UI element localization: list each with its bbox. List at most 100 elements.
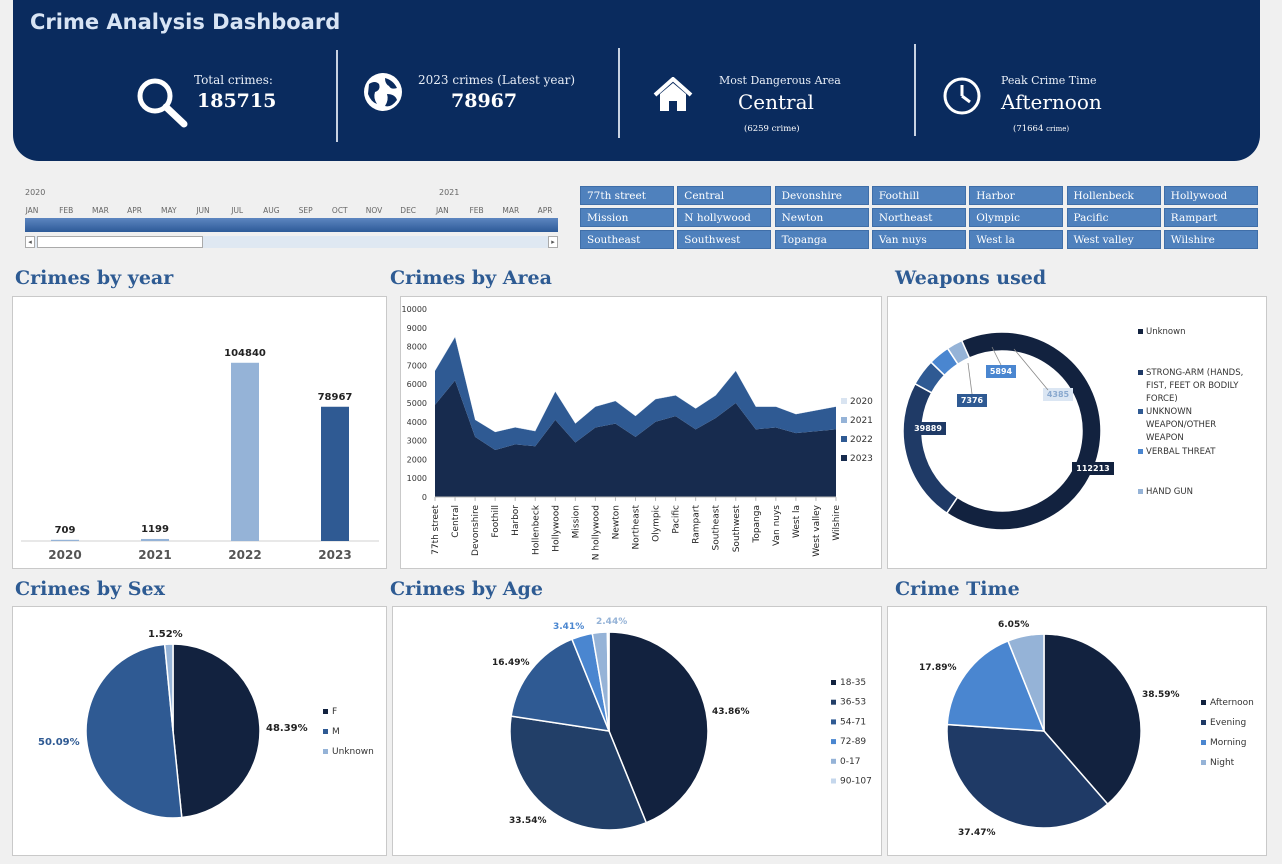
area-slicer-button[interactable]: Harbor	[969, 186, 1064, 205]
area-slicer: 77th street Central Devonshire Foothill Harb…	[580, 186, 1260, 254]
kpi-divider	[336, 50, 338, 142]
area-slicer-button[interactable]: Southeast	[580, 230, 674, 249]
x-tick-label: West valley	[812, 504, 822, 556]
data-label-box	[1043, 388, 1073, 401]
timeline-month-label: OCT	[331, 206, 348, 215]
section-title-weapons: Weapons used	[895, 267, 1047, 289]
area-slicer-button[interactable]: Southwest	[677, 230, 772, 249]
chart-panel-by-year: 709 2020 1199 2021 104840 2022 78967 2023	[12, 296, 387, 569]
kpi-time-note: (71664 crime)	[1013, 124, 1069, 134]
legend-label: Unknown	[1146, 327, 1185, 337]
data-label: 33.54%	[509, 816, 547, 826]
area-slicer-button[interactable]: Van nuys	[871, 230, 966, 249]
leader-line	[1013, 348, 1049, 391]
kpi-time-note-number: (71664	[1013, 124, 1044, 134]
x-tick-label: 2022	[228, 548, 261, 562]
section-title-by-sex: Crimes by Sex	[15, 578, 165, 600]
kpi-area-label: Most Dangerous Area	[719, 74, 841, 87]
area-slicer-button[interactable]: Pacific	[1066, 208, 1161, 227]
scroll-left-icon[interactable]: ◂	[25, 236, 35, 248]
timeline-month-label: DEC	[400, 206, 417, 215]
clock-icon	[943, 77, 981, 115]
chart-panel-by-sex: 48.39% 50.09% 1.52% F M Unknown	[12, 606, 387, 856]
timeline-month-label: MAR	[91, 206, 109, 215]
x-tick-label: Van nuys	[772, 505, 782, 546]
timeline-month-label: MAY	[160, 206, 177, 215]
legend-label: Night	[1210, 758, 1235, 768]
legend-swatch	[841, 455, 847, 461]
x-tick-label: Northeast	[632, 505, 642, 550]
area-slicer-button[interactable]: Foothill	[871, 186, 966, 205]
data-label-box	[986, 365, 1016, 378]
pie-slice	[510, 638, 611, 732]
x-tick-label: Hollywood	[551, 505, 561, 552]
data-label-box	[957, 394, 987, 407]
data-label-box	[910, 422, 946, 435]
area-slicer-button[interactable]: Central	[677, 186, 772, 205]
legend-label: VERBAL THREAT	[1146, 447, 1216, 457]
pie-chart-by-sex: 48.39% 50.09% 1.52% FM Unknown	[38, 629, 374, 819]
area-slicer-button[interactable]: Hollywood	[1163, 186, 1258, 205]
bar-value-label: 78967	[318, 392, 353, 403]
section-title-by-year: Crimes by year	[15, 267, 174, 289]
pie-slice	[85, 643, 183, 819]
pie-slice	[172, 643, 261, 819]
bar-value-label: 104840	[224, 348, 266, 359]
scroll-thumb[interactable]	[37, 236, 203, 248]
x-tick-label: Central	[451, 505, 461, 538]
area-slicer-button[interactable]: West la	[969, 230, 1064, 249]
x-tick-label: Devonshire	[471, 505, 481, 556]
area-slicer-button[interactable]: Devonshire	[774, 186, 869, 205]
section-title-crime-time: Crime Time	[895, 578, 1020, 600]
legend-label: Morning	[1210, 738, 1246, 748]
data-label: 7376	[961, 396, 984, 405]
x-tick-label: Harbor	[511, 505, 521, 536]
legend-swatch	[323, 749, 328, 754]
timeline-selection-bar[interactable]	[25, 218, 558, 232]
area-slicer-button[interactable]: Newton	[774, 208, 869, 227]
legend-label: UNKNOWN WEAPON/OTHER WEAPON	[1146, 407, 1216, 443]
x-tick-label: Hollenbeck	[531, 504, 541, 555]
timeline-slicer[interactable]: 2020 2021 JAN FEB MAR APR MAY JUN JUL AUG SEP OCT…	[25, 188, 558, 252]
legend-label: 2023	[850, 454, 873, 464]
area-slicer-button[interactable]: Topanga	[774, 230, 869, 249]
legend-label: Unknown	[332, 747, 374, 757]
timeline-month-label: JUL	[231, 206, 244, 215]
area-slicer-button[interactable]: West valley	[1066, 230, 1161, 249]
legend-label: Afternoon	[1210, 698, 1254, 708]
area-slicer-button[interactable]: Hollenbeck	[1066, 186, 1161, 205]
legend-label: HAND GUN	[1146, 487, 1193, 497]
kpi-total-value: 185715	[197, 90, 277, 112]
area-slicer-button[interactable]: N hollywood	[677, 208, 772, 227]
legend-label: 18-35	[840, 678, 866, 688]
area-slicer-button[interactable]: Wilshire	[1163, 230, 1258, 249]
bar	[231, 362, 259, 541]
legend-swatch	[1201, 700, 1206, 705]
x-tick-label: 2023	[318, 548, 351, 562]
area-slicer-button[interactable]: Northeast	[871, 208, 966, 227]
legend-label: 36-53	[840, 698, 866, 708]
scroll-right-icon[interactable]: ▸	[548, 236, 558, 248]
kpi-latest-year-label: 2023 crimes (Latest year)	[418, 73, 576, 87]
pie-slice	[608, 631, 709, 824]
legend-swatch	[1201, 760, 1206, 765]
timeline-scrollbar[interactable]: ◂ ▸	[25, 236, 558, 248]
legend-swatch	[1138, 409, 1143, 414]
chart-panel-crime-time: 38.59% 37.47% 17.89% 6.05% Afternoon Evening M…	[887, 606, 1267, 856]
x-tick-label: Rampart	[692, 505, 702, 544]
chart-panel-weapons: 112213 39889 7376 5894 4385 Unknown STRONG-ARM…	[887, 296, 1267, 569]
data-label: 1.52%	[148, 629, 183, 640]
chart-panel-by-area: 0 1000 2000 3000 4000 5000 6000 7000 8000 9000 100…	[400, 296, 882, 569]
legend-label: 2021	[850, 416, 873, 426]
legend-swatch	[1138, 370, 1143, 375]
legend-label: 2022	[850, 435, 873, 445]
area-slicer-button[interactable]: 77th street	[580, 186, 674, 205]
area-slicer-button[interactable]: Mission	[580, 208, 674, 227]
area-slicer-button[interactable]: Olympic	[969, 208, 1064, 227]
area-slicer-button[interactable]: Rampart	[1163, 208, 1258, 227]
kpi-divider	[914, 44, 916, 136]
search-icon	[137, 78, 188, 128]
timeline-year-label: 2021	[439, 188, 460, 197]
data-label: 37.47%	[958, 828, 996, 838]
legend-label: Evening	[1210, 718, 1246, 728]
